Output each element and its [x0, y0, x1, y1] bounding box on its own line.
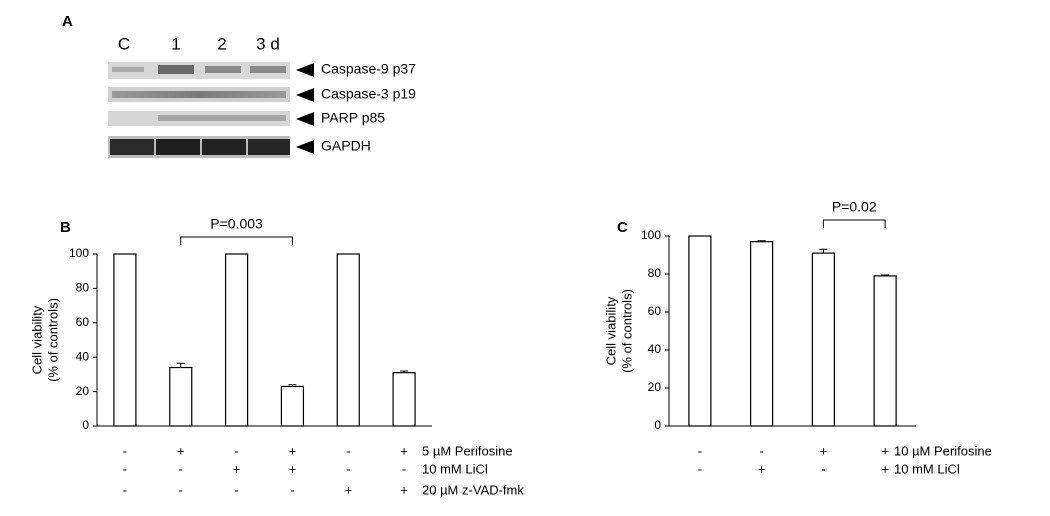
y-tick-label: 80 [648, 266, 662, 280]
western-blot [108, 62, 290, 158]
condition-sign: - [402, 461, 406, 476]
arrowhead [296, 88, 314, 102]
condition-sign: - [698, 443, 702, 458]
condition-name: 5 µM Perifosine [422, 443, 513, 458]
band [248, 139, 290, 155]
condition-sign: - [346, 443, 350, 458]
y-axis-label: Cell viability [29, 305, 44, 374]
band [158, 115, 286, 121]
y-tick-label: 20 [76, 384, 90, 398]
condition-sign: - [290, 482, 294, 497]
p-value: P=0.02 [832, 199, 877, 215]
significance-bracket [822, 219, 886, 228]
y-tick-label: 60 [76, 315, 90, 329]
condition-sign: + [233, 461, 241, 476]
band-label: GAPDH [321, 138, 371, 154]
condition-name: 10 mM LiCl [894, 461, 960, 476]
band-label: Caspase-3 p19 [321, 86, 416, 102]
band [112, 91, 286, 98]
y-tick-label: 80 [76, 281, 90, 295]
bar [873, 275, 897, 427]
p-value: P=0.003 [210, 216, 263, 232]
lane-label: 3 d [256, 34, 280, 53]
error-bar [757, 240, 766, 242]
y-axis-label: (% of controls) [619, 289, 634, 373]
y-tick-label: 0 [82, 418, 89, 432]
lane-label: C [118, 34, 130, 53]
lane-label: 2 [217, 34, 226, 53]
band [202, 139, 246, 155]
bar [169, 366, 193, 427]
panel-label: C [617, 219, 628, 236]
significance-bracket [180, 236, 293, 245]
panel-label: A [62, 13, 73, 30]
bar [113, 253, 137, 427]
error-bar [288, 384, 297, 387]
condition-sign: + [758, 461, 766, 476]
y-tick-label: 60 [648, 304, 662, 318]
band-label: PARP p85 [321, 110, 385, 126]
condition-sign: - [821, 461, 825, 476]
bar [811, 252, 835, 427]
y-tick-label: 40 [648, 342, 662, 356]
band [110, 139, 154, 155]
condition-sign: + [289, 461, 297, 476]
arrowhead [296, 140, 314, 154]
arrowhead [296, 112, 314, 126]
bar [750, 241, 774, 427]
error-bar [176, 362, 185, 368]
band [112, 67, 144, 72]
y-axis-label: (% of controls) [45, 298, 60, 382]
condition-sign: - [179, 482, 183, 497]
bar [224, 253, 249, 427]
condition-name: 20 µM z-VAD-fmk [422, 482, 524, 497]
condition-sign: + [344, 482, 352, 497]
y-tick-label: 40 [76, 349, 90, 363]
condition-sign: - [234, 443, 238, 458]
blot-strip [108, 62, 290, 79]
bar [392, 372, 416, 427]
bar [336, 253, 360, 427]
error-bar [400, 370, 409, 373]
condition-sign: - [179, 461, 183, 476]
bar [688, 235, 712, 427]
y-tick-label: 20 [648, 380, 662, 394]
error-bar [881, 274, 890, 276]
band [205, 66, 241, 73]
band [156, 139, 200, 155]
arrowhead [296, 63, 314, 77]
condition-sign: - [759, 443, 763, 458]
condition-sign: - [234, 482, 238, 497]
y-tick-label: 0 [654, 418, 661, 432]
band-label: Caspase-9 p37 [321, 61, 416, 77]
band [250, 66, 286, 73]
panel-label: B [60, 219, 71, 236]
condition-sign: + [881, 461, 889, 476]
y-tick-label: 100 [69, 246, 89, 260]
lane-label: 1 [171, 34, 180, 53]
condition-sign: - [123, 443, 127, 458]
condition-sign: - [346, 461, 350, 476]
y-tick-label: 100 [641, 228, 661, 242]
y-axis-label: Cell viability [603, 296, 618, 365]
condition-sign: + [400, 443, 408, 458]
error-bar [819, 248, 828, 254]
bar [280, 385, 305, 427]
band [158, 65, 194, 74]
condition-sign: - [698, 461, 702, 476]
condition-sign: - [123, 482, 127, 497]
condition-name: 10 µM Perifosine [894, 443, 992, 458]
condition-sign: + [820, 443, 828, 458]
condition-sign: + [289, 443, 297, 458]
condition-sign: - [123, 461, 127, 476]
condition-sign: + [177, 443, 185, 458]
condition-name: 10 mM LiCl [422, 461, 488, 476]
condition-sign: + [881, 443, 889, 458]
condition-sign: + [400, 482, 408, 497]
